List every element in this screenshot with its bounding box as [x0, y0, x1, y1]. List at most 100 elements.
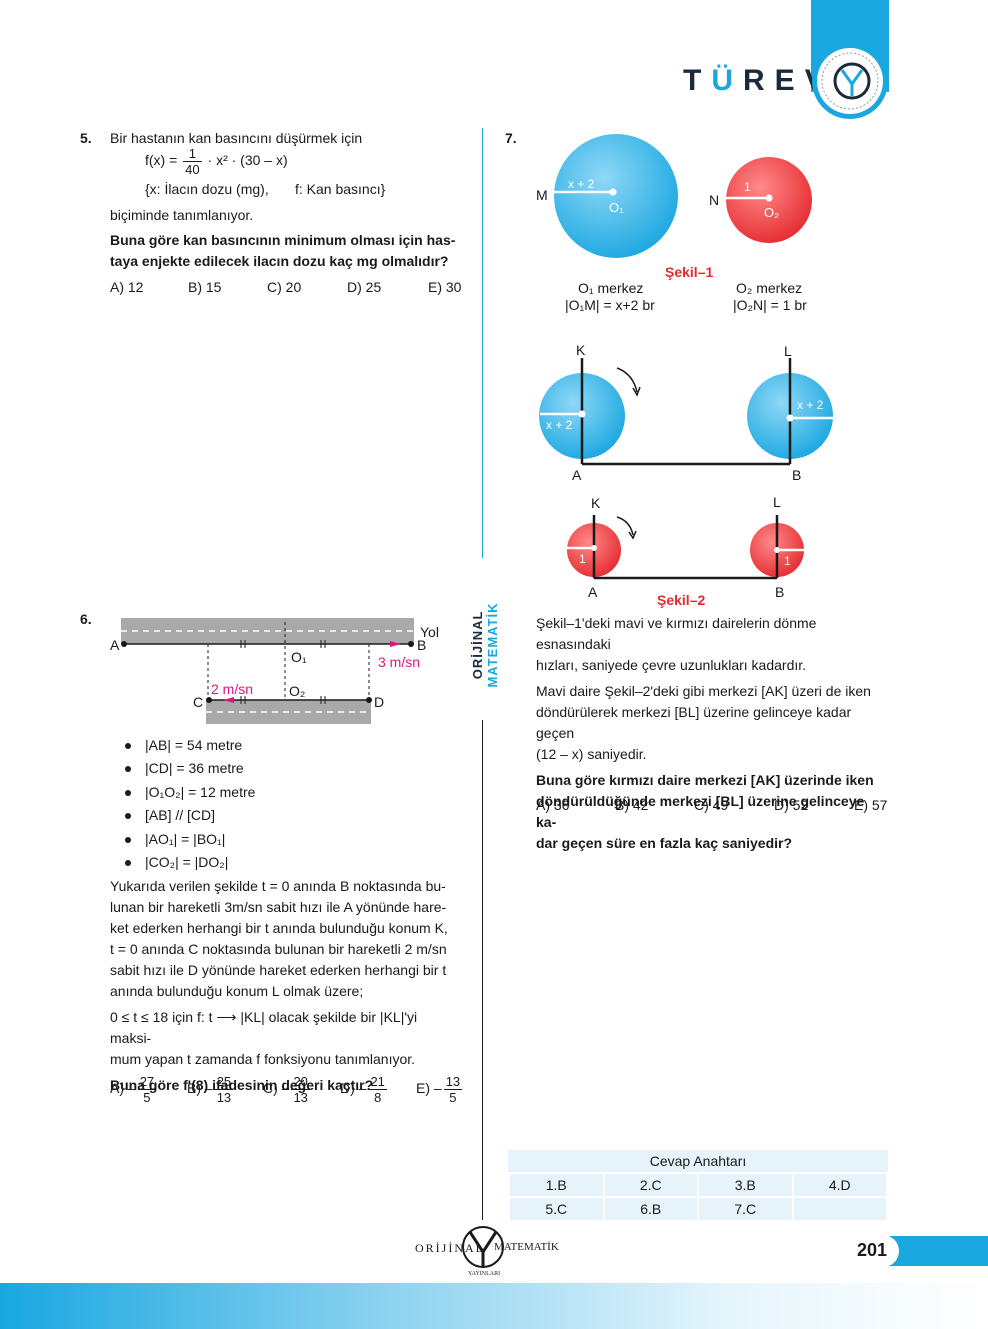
option-label: E) – — [416, 1080, 442, 1097]
q6-number: 6. — [80, 611, 92, 627]
q7-f2a-b: B — [792, 467, 802, 483]
q6-para-line: t = 0 anında C noktasında bulunan bir ha… — [110, 941, 447, 957]
q7-f1-blue-radius: x + 2 — [568, 177, 595, 191]
q6-label-b: B — [417, 637, 427, 653]
brand-letter: R — [743, 64, 775, 97]
answer-key-cell: 2.C — [604, 1174, 697, 1196]
side-label: ORİJİNAL MATEMATİK — [470, 570, 500, 720]
brand-letter: E — [774, 64, 805, 97]
q7-f1-m: M — [536, 187, 548, 203]
q5-vars2: f: Kan basıncı} — [295, 181, 386, 197]
option-den: 13 — [216, 1090, 232, 1105]
q7-option-a[interactable]: A) 36 — [536, 797, 570, 813]
option-num: 27 — [137, 1074, 157, 1090]
q5-option-b[interactable]: B) 15 — [188, 279, 222, 295]
q5-option-e[interactable]: E) 30 — [428, 279, 462, 295]
answer-key-row: 1.B 2.C 3.B 4.D — [510, 1174, 886, 1196]
option-label: D) – — [340, 1080, 367, 1097]
q6-para-line: mum yapan t zamanda f fonksiyonu tanımla… — [110, 1051, 416, 1067]
q5-defined: biçiminde tanımlanıyor. — [110, 207, 254, 223]
q7-f2b-r2: 1 — [784, 554, 791, 568]
q6-bullet: |CO₂| = |DO₂| — [124, 854, 229, 870]
q7-f2b-b: B — [775, 584, 785, 600]
q6-option-b[interactable]: B) –25 13 — [187, 1074, 235, 1105]
q7-f1-left2: |O₁M| = x+2 br — [565, 297, 655, 313]
answer-key-title: Cevap Anahtarı — [508, 1150, 888, 1172]
q6-para-line: Yukarıda verilen şekilde t = 0 anında B … — [110, 878, 446, 894]
q6-label-c: C — [193, 694, 204, 710]
q7-option-e[interactable]: E) 57 — [854, 797, 888, 813]
q7-f1-caption: Şekil–1 — [665, 264, 714, 280]
column-divider — [482, 128, 483, 558]
column-divider — [482, 720, 483, 1220]
q7-f2a-k: K — [576, 342, 586, 358]
footer-page-badge — [843, 1235, 899, 1267]
q6-bullet: |AO₁| = |BO₁| — [124, 831, 226, 847]
q7-option-b[interactable]: B) 42 — [615, 797, 649, 813]
q5-vars: {x: İlacın dozu (mg), — [145, 181, 269, 197]
page-number: 201 — [857, 1240, 888, 1260]
q6-para-line: lunan bir hareketli 3m/sn sabit hızı ile… — [110, 899, 447, 915]
q7-f1-o2: O₂ — [764, 205, 780, 220]
q7-figure-2b — [567, 515, 804, 580]
footer-left-word: ORİJİNAL — [415, 1241, 485, 1255]
q5-fraction: 1 40 — [183, 146, 202, 177]
q7-option-d[interactable]: D) 52 — [774, 797, 809, 813]
q5-question-line1: Buna göre kan basıncının minimum olması … — [110, 232, 456, 248]
answer-key-cell: 6.B — [604, 1198, 697, 1220]
logo-emblem-icon — [812, 43, 888, 119]
footer-right-word: MATEMATİK — [494, 1241, 559, 1253]
q6-option-c[interactable]: C) –20 13 — [263, 1074, 312, 1105]
q5-intro: Bir hastanın kan basıncını düşürmek için — [110, 130, 363, 146]
option-label: C) – — [263, 1080, 290, 1097]
answer-key-row: 5.C 6.B 7.C — [510, 1198, 886, 1220]
answer-key-cell: 5.C — [510, 1198, 603, 1220]
q5-option-d[interactable]: D) 25 — [347, 279, 382, 295]
brand-letter: T — [683, 64, 712, 97]
option-den: 5 — [143, 1090, 151, 1105]
q7-f1-right1: O₂ merkez — [736, 280, 803, 296]
q7-f2a-r1: x + 2 — [546, 418, 573, 432]
q6-bullet: |CD| = 36 metre — [125, 760, 244, 776]
answer-key-cell: 4.D — [793, 1174, 886, 1196]
q7-f1-o1: O₁ — [609, 200, 624, 215]
q5-question-line2: taya enjekte edilecek ilacın dozu kaç mg… — [110, 253, 449, 269]
q7-para-line: Şekil–1'deki mavi ve kırmızı dairelerin … — [536, 615, 817, 652]
q7-f2a-a: A — [572, 467, 582, 483]
q6-speed-b: 3 m/sn — [378, 654, 421, 670]
q7-f1-n: N — [709, 192, 720, 208]
q5-number: 5. — [80, 130, 92, 146]
q6-label-d: D — [374, 694, 385, 710]
q7-f2-caption: Şekil–2 — [657, 592, 706, 608]
q6-bullet: |O₁O₂| = 12 metre — [124, 784, 256, 800]
q7-f1-red-radius: 1 — [744, 180, 751, 194]
q6-bullet: [AB] // [CD] — [124, 807, 216, 823]
q7-f2b-k: K — [591, 495, 601, 511]
side-label-part1: ORİJİNAL — [470, 610, 485, 680]
q6-label-o1: O₁ — [291, 649, 307, 665]
answer-key-cell: 7.C — [699, 1198, 792, 1220]
q7-para-line: Mavi daire Şekil–2'deki gibi merkezi [AK… — [536, 683, 871, 699]
option-den: 8 — [374, 1090, 382, 1105]
q7-f2a-l: L — [784, 343, 792, 359]
q5-formula-rhs: · x² · (30 – x) — [207, 152, 288, 169]
q5-formula: f(x) = 1 40 · x² · (30 – x) — [145, 146, 288, 177]
option-label: B) – — [187, 1080, 213, 1097]
q6-option-a[interactable]: A) –27 5 — [110, 1074, 158, 1105]
q5-option-c[interactable]: C) 20 — [267, 279, 302, 295]
q7-para-line: hızları, saniyede çevre uzunlukları kada… — [536, 657, 807, 673]
q6-option-d[interactable]: D) –21 8 — [340, 1074, 389, 1105]
q7-question-line: döndürüldüğünde merkezi [BL] üzerine gel… — [536, 793, 865, 830]
q7-question-line: dar geçen süre en fazla kaç saniyedir? — [536, 835, 793, 851]
q7-number: 7. — [505, 130, 517, 146]
q6-option-e[interactable]: E) –13 5 — [416, 1074, 464, 1105]
q7-option-c[interactable]: C) 49 — [694, 797, 729, 813]
q7-f2b-l: L — [773, 494, 781, 510]
option-num: 13 — [443, 1074, 463, 1090]
option-num: 21 — [368, 1074, 387, 1090]
answer-key-cell — [793, 1198, 886, 1220]
q6-para-line: ket ederken herhangi bir t anında bulund… — [110, 920, 448, 936]
q5-option-a[interactable]: A) 12 — [110, 279, 144, 295]
q6-label-yol: Yol — [420, 624, 439, 640]
q6-para-line: anında bulunduğu konum L olmak üzere; — [110, 983, 364, 999]
